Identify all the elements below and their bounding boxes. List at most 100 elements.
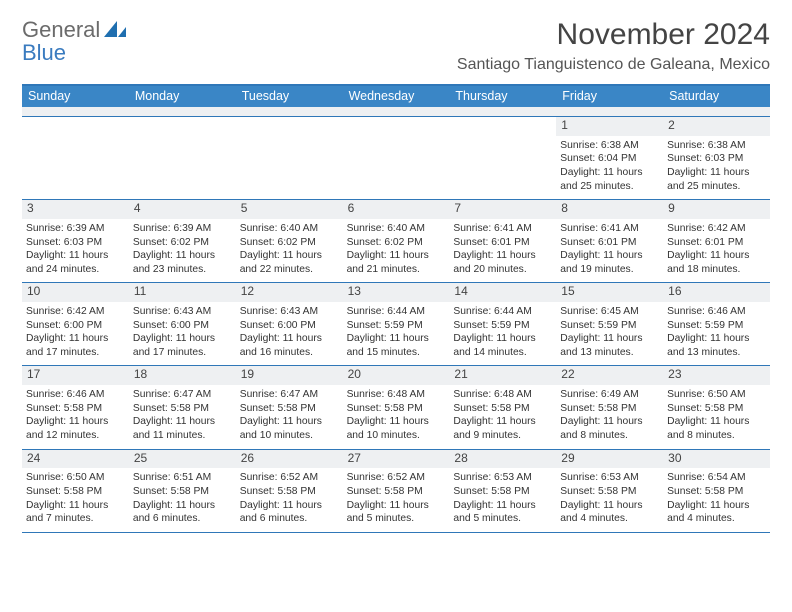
daylight-text: Daylight: 11 hours and 9 minutes. [453,415,552,442]
weekday-header: Thursday [449,86,556,107]
sunset-text: Sunset: 5:59 PM [453,319,552,333]
sunrise-text: Sunrise: 6:48 AM [453,388,552,402]
day-cell: 2 Sunrise: 6:38 AMSunset: 6:03 PMDaylight… [663,117,770,199]
sunrise-text: Sunrise: 6:46 AM [667,305,766,319]
calendar-table: Sunday Monday Tuesday Wednesday Thursday… [22,84,770,533]
sunset-text: Sunset: 6:04 PM [560,152,659,166]
day-cell: 15Sunrise: 6:45 AMSunset: 5:59 PMDayligh… [556,283,663,365]
sunrise-text: Sunrise: 6:38 AM [667,139,766,153]
sunrise-text: Sunrise: 6:46 AM [26,388,125,402]
day-cell: 27Sunrise: 6:52 AMSunset: 5:58 PMDayligh… [343,450,450,532]
week-row: 10Sunrise: 6:42 AMSunset: 6:00 PMDayligh… [22,283,770,366]
week-row: 17Sunrise: 6:46 AMSunset: 5:58 PMDayligh… [22,366,770,449]
logo: General Blue [22,18,126,64]
sunrise-text: Sunrise: 6:40 AM [240,222,339,236]
day-number: 13 [343,283,450,302]
day-number: 24 [22,450,129,469]
day-number: 28 [449,450,556,469]
day-number: 29 [556,450,663,469]
weekday-header-row: Sunday Monday Tuesday Wednesday Thursday… [22,86,770,107]
day-cell [22,117,129,199]
sunset-text: Sunset: 5:58 PM [560,485,659,499]
sunrise-text: Sunrise: 6:44 AM [347,305,446,319]
sunrise-text: Sunrise: 6:52 AM [347,471,446,485]
daylight-text: Daylight: 11 hours and 5 minutes. [347,499,446,526]
day-number: 25 [129,450,236,469]
day-cell: 13Sunrise: 6:44 AMSunset: 5:59 PMDayligh… [343,283,450,365]
sunset-text: Sunset: 6:00 PM [133,319,232,333]
day-cell: 14Sunrise: 6:44 AMSunset: 5:59 PMDayligh… [449,283,556,365]
daylight-text: Daylight: 11 hours and 6 minutes. [240,499,339,526]
sunset-text: Sunset: 5:58 PM [133,402,232,416]
sunset-text: Sunset: 5:59 PM [667,319,766,333]
sunset-text: Sunset: 5:58 PM [347,485,446,499]
sunset-text: Sunset: 6:01 PM [453,236,552,250]
sunrise-text: Sunrise: 6:40 AM [347,222,446,236]
sunrise-text: Sunrise: 6:47 AM [240,388,339,402]
day-cell: 6Sunrise: 6:40 AMSunset: 6:02 PMDaylight… [343,200,450,282]
daylight-text: Daylight: 11 hours and 16 minutes. [240,332,339,359]
day-number: 9 [663,200,770,219]
weekday-header: Wednesday [343,86,450,107]
daylight-text: Daylight: 11 hours and 25 minutes. [667,166,766,193]
sunrise-text: Sunrise: 6:39 AM [133,222,232,236]
day-number: 21 [449,366,556,385]
header: General Blue November 2024 Santiago Tian… [22,18,770,74]
day-cell: 26Sunrise: 6:52 AMSunset: 5:58 PMDayligh… [236,450,343,532]
day-cell [236,117,343,199]
sunset-text: Sunset: 6:02 PM [133,236,232,250]
day-cell: 29Sunrise: 6:53 AMSunset: 5:58 PMDayligh… [556,450,663,532]
sunrise-text: Sunrise: 6:41 AM [453,222,552,236]
daylight-text: Daylight: 11 hours and 17 minutes. [26,332,125,359]
sunrise-text: Sunrise: 6:42 AM [26,305,125,319]
day-number: 1 [556,117,663,136]
month-title: November 2024 [457,18,770,52]
daylight-text: Daylight: 11 hours and 8 minutes. [667,415,766,442]
day-number: 2 [663,117,770,136]
day-cell: 22Sunrise: 6:49 AMSunset: 5:58 PMDayligh… [556,366,663,448]
day-number: 12 [236,283,343,302]
sunset-text: Sunset: 5:58 PM [560,402,659,416]
day-cell: 20Sunrise: 6:48 AMSunset: 5:58 PMDayligh… [343,366,450,448]
day-cell: 25Sunrise: 6:51 AMSunset: 5:58 PMDayligh… [129,450,236,532]
sunrise-text: Sunrise: 6:42 AM [667,222,766,236]
sunset-text: Sunset: 6:03 PM [667,152,766,166]
weekday-header: Friday [556,86,663,107]
daylight-text: Daylight: 11 hours and 17 minutes. [133,332,232,359]
sunset-text: Sunset: 5:58 PM [453,402,552,416]
daylight-text: Daylight: 11 hours and 22 minutes. [240,249,339,276]
daylight-text: Daylight: 11 hours and 14 minutes. [453,332,552,359]
week-row: 24Sunrise: 6:50 AMSunset: 5:58 PMDayligh… [22,450,770,533]
header-spacer [22,107,770,117]
sunrise-text: Sunrise: 6:39 AM [26,222,125,236]
sunrise-text: Sunrise: 6:45 AM [560,305,659,319]
day-number: 19 [236,366,343,385]
day-number: 6 [343,200,450,219]
sunset-text: Sunset: 5:58 PM [240,485,339,499]
day-cell: 7Sunrise: 6:41 AMSunset: 6:01 PMDaylight… [449,200,556,282]
sunset-text: Sunset: 5:58 PM [347,402,446,416]
sunrise-text: Sunrise: 6:53 AM [560,471,659,485]
daylight-text: Daylight: 11 hours and 8 minutes. [560,415,659,442]
week-row: 1 Sunrise: 6:38 AM Sunset: 6:04 PM Daylight… [22,117,770,200]
day-cell [449,117,556,199]
weekday-header: Saturday [663,86,770,107]
daylight-text: Daylight: 11 hours and 5 minutes. [453,499,552,526]
daylight-text: Daylight: 11 hours and 13 minutes. [667,332,766,359]
day-cell [343,117,450,199]
day-number: 14 [449,283,556,302]
day-cell: 9Sunrise: 6:42 AMSunset: 6:01 PMDaylight… [663,200,770,282]
day-number: 30 [663,450,770,469]
day-number: 16 [663,283,770,302]
day-cell: 24Sunrise: 6:50 AMSunset: 5:58 PMDayligh… [22,450,129,532]
daylight-text: Daylight: 11 hours and 18 minutes. [667,249,766,276]
logo-word-general: General [22,17,100,42]
sunset-text: Sunset: 5:59 PM [560,319,659,333]
sunset-text: Sunset: 6:01 PM [560,236,659,250]
sunrise-text: Sunrise: 6:54 AM [667,471,766,485]
location-subtitle: Santiago Tianguistenco de Galeana, Mexic… [457,56,770,74]
daylight-text: Daylight: 11 hours and 11 minutes. [133,415,232,442]
day-cell [129,117,236,199]
daylight-text: Daylight: 11 hours and 4 minutes. [667,499,766,526]
logo-word-blue: Blue [22,40,66,65]
